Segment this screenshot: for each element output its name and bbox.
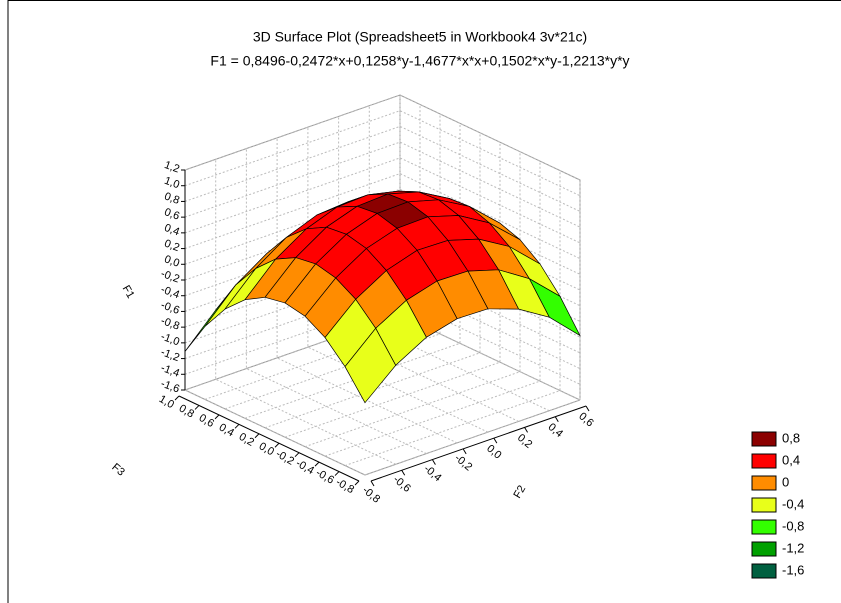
y-tick [314,461,320,467]
legend-label: -1,2 [782,540,804,555]
z-axis-label: F1 [120,283,137,300]
legend-label: 0,4 [782,452,800,467]
grid-line [307,127,489,433]
x-tick [401,470,406,476]
legend-label: 0 [782,474,789,489]
z-tick-label: 0,2 [163,238,181,255]
grid-line [338,116,519,422]
grid-line [276,137,458,444]
chart-title: 3D Surface Plot (Spreadsheet5 in Workboo… [253,29,587,45]
legend-label: -1,6 [782,562,804,577]
grid-line [184,314,581,401]
x-axis [370,405,587,482]
y-tick [294,452,300,458]
grid-line [399,95,581,401]
x-tick [554,416,559,422]
x-axis-label: F2 [512,483,529,500]
y-tick [234,423,240,429]
grid-line [184,94,581,181]
legend-swatch [751,563,777,579]
z-tick-label: 0,4 [163,222,181,239]
z-tick-label: 0,8 [163,190,181,207]
legend-swatch [751,541,777,557]
y-tick [334,471,340,476]
y-tick [354,480,360,486]
x-tick [585,405,590,412]
x-tick [431,459,436,465]
z-tick-label: 0,6 [163,206,181,223]
y-tick [214,414,220,420]
y-tick [274,442,280,448]
z-tick-label: 1,0 [163,175,181,192]
x-tick [462,448,467,455]
grid-line [215,159,396,465]
z-tick-label: 0,0 [163,253,181,270]
legend-swatch [751,475,777,491]
y-tick [194,405,200,410]
grid-line [368,105,550,412]
x-tick [370,480,375,487]
legend-swatch [751,497,777,513]
x-tick [524,427,529,433]
grid-line [184,267,581,354]
x-tick [493,437,498,444]
surface-cell [344,327,397,404]
legend-swatch [751,453,777,469]
y-tick [254,433,260,439]
legend-label: -0,8 [782,518,804,533]
y-tick [174,395,180,401]
chart-subtitle: F1 = 0,8496-0,2472*x+0,1258*y-1,4677*x*x… [210,53,629,69]
legend-swatch [751,431,777,447]
legend-label: 0,8 [782,430,800,445]
y-axis [178,395,360,482]
legend-swatch [751,519,777,535]
grid-line [184,283,581,370]
grid-line [184,298,581,385]
grid-line [245,148,427,455]
z-tick-label: 1,2 [163,159,181,176]
legend-label: -0,4 [782,496,804,511]
